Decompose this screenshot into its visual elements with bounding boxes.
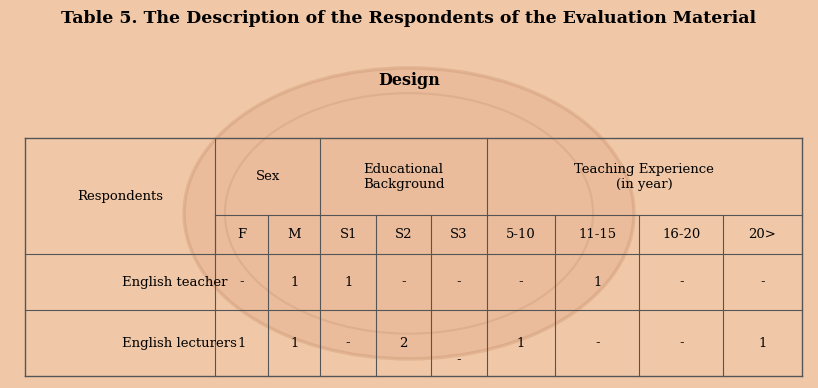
- Text: S3: S3: [450, 229, 468, 241]
- Text: 1: 1: [290, 275, 299, 289]
- Text: -: -: [595, 336, 600, 350]
- Text: 11-15: 11-15: [578, 229, 617, 241]
- Text: Sex: Sex: [256, 170, 281, 183]
- Text: 1: 1: [290, 336, 299, 350]
- Text: 16-20: 16-20: [663, 229, 700, 241]
- Text: English teacher: English teacher: [122, 275, 227, 289]
- Text: -: -: [456, 353, 461, 366]
- Text: English lecturers: English lecturers: [122, 336, 237, 350]
- Text: Table 5. The Description of the Respondents of the Evaluation Material: Table 5. The Description of the Responde…: [61, 10, 757, 27]
- Text: 2: 2: [399, 336, 407, 350]
- Text: F: F: [237, 229, 246, 241]
- Text: Design: Design: [378, 72, 440, 89]
- Text: 1: 1: [344, 275, 353, 289]
- Text: -: -: [402, 275, 406, 289]
- Text: -: -: [346, 336, 350, 350]
- Text: Educational
Background: Educational Background: [363, 163, 444, 191]
- Text: 1: 1: [517, 336, 525, 350]
- Text: 1: 1: [758, 336, 766, 350]
- Text: 1: 1: [237, 336, 246, 350]
- Text: -: -: [519, 275, 524, 289]
- Text: -: -: [679, 336, 684, 350]
- Text: -: -: [240, 275, 244, 289]
- Text: -: -: [760, 275, 765, 289]
- Text: 20>: 20>: [748, 229, 776, 241]
- Text: Teaching Experience
(in year): Teaching Experience (in year): [574, 163, 714, 191]
- Text: -: -: [679, 275, 684, 289]
- Text: 1: 1: [593, 275, 601, 289]
- Text: M: M: [287, 229, 301, 241]
- Text: -: -: [456, 275, 461, 289]
- Text: 5-10: 5-10: [506, 229, 536, 241]
- Text: Respondents: Respondents: [77, 189, 163, 203]
- Text: S1: S1: [339, 229, 357, 241]
- Text: S2: S2: [395, 229, 412, 241]
